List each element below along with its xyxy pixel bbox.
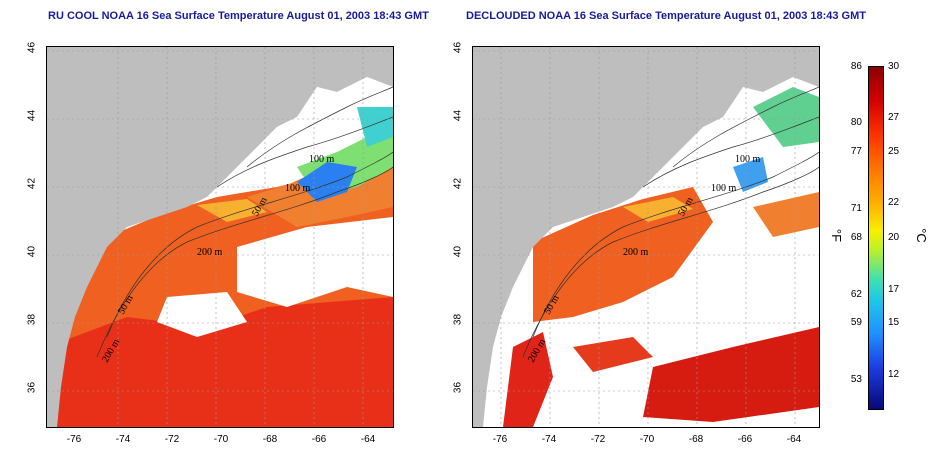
- lat-tick-right: 46: [452, 41, 464, 54]
- right-bathymetry-contours: [522, 86, 819, 358]
- colorbar-f-tick: 86: [850, 61, 862, 72]
- left-sst-field: [47, 97, 393, 427]
- lat-tick-left: 44: [26, 109, 38, 122]
- colorbar-f-tick: 53: [850, 374, 862, 385]
- right-grid: [473, 47, 819, 427]
- lon-tick-right: -68: [688, 434, 704, 445]
- colorbar-c-tick: 22: [888, 197, 900, 208]
- colorbar-unit-f: °F: [829, 228, 845, 243]
- right-contour-label: 100 m: [735, 154, 761, 165]
- lon-tick-right: -66: [737, 434, 753, 445]
- colorbar-c-tick: 15: [888, 317, 900, 328]
- lat-tick-right: 40: [452, 245, 464, 258]
- right-contour-label: 100 m: [711, 183, 737, 194]
- lat-tick-right: 36: [452, 381, 464, 394]
- right-contour-label: 200 m: [623, 247, 649, 258]
- left-land: [47, 47, 393, 427]
- lon-tick-left: -76: [66, 434, 82, 445]
- lon-tick-left: -68: [262, 434, 278, 445]
- lon-tick-left: -64: [360, 434, 376, 445]
- left-contour-label: 100 m: [309, 154, 335, 165]
- colorbar-f-tick: 59: [850, 317, 862, 328]
- lat-tick-right: 42: [452, 177, 464, 190]
- lon-tick-right: -70: [639, 434, 655, 445]
- lon-tick-left: -70: [213, 434, 229, 445]
- lat-tick-left: 36: [26, 381, 38, 394]
- right-sst-field: [503, 87, 819, 427]
- colorbar-unit-c: °C: [913, 228, 929, 243]
- left-map-title: RU COOL NOAA 16 Sea Surface Temperature …: [48, 10, 429, 22]
- colorbar-f-tick: 71: [850, 203, 862, 214]
- colorbar-c-tick: 25: [888, 146, 900, 157]
- lat-tick-left: 40: [26, 245, 38, 258]
- lon-tick-left: -72: [164, 434, 180, 445]
- lon-tick-right: -74: [541, 434, 557, 445]
- left-grid: [47, 47, 393, 427]
- colorbar-c-tick: 30: [888, 61, 900, 72]
- lat-tick-left: 38: [26, 313, 38, 326]
- lat-tick-right: 44: [452, 109, 464, 122]
- right-sst-map: 100 m 100 m 200 m 50 m 50 m 200 m: [472, 46, 820, 428]
- left-cloud-gaps: [157, 217, 393, 337]
- colorbar-c-tick: 17: [888, 284, 900, 295]
- temperature-colorbar: [868, 66, 884, 410]
- right-land: [473, 47, 819, 427]
- lon-tick-right: -64: [786, 434, 802, 445]
- left-contour-label: 100 m: [285, 183, 311, 194]
- lat-tick-right: 38: [452, 313, 464, 326]
- colorbar-c-tick: 20: [888, 232, 900, 243]
- lon-tick-left: -66: [311, 434, 327, 445]
- left-bathymetry-contours: [96, 86, 393, 358]
- right-map-title: DECLOUDED NOAA 16 Sea Surface Temperatur…: [466, 10, 866, 22]
- colorbar-f-tick: 68: [850, 232, 862, 243]
- colorbar-f-tick: 77: [850, 146, 862, 157]
- colorbar-c-tick: 12: [888, 369, 900, 380]
- colorbar-f-tick: 62: [850, 289, 862, 300]
- lon-tick-right: -76: [492, 434, 508, 445]
- colorbar-f-tick: 80: [850, 117, 862, 128]
- left-sst-map: 100 m 100 m 200 m 50 m 50 m 200 m: [46, 46, 394, 428]
- colorbar-c-tick: 27: [888, 112, 900, 123]
- lon-tick-right: -72: [590, 434, 606, 445]
- lat-tick-left: 42: [26, 177, 38, 190]
- lon-tick-left: -74: [115, 434, 131, 445]
- left-contour-label: 200 m: [197, 247, 223, 258]
- lat-tick-left: 46: [26, 41, 38, 54]
